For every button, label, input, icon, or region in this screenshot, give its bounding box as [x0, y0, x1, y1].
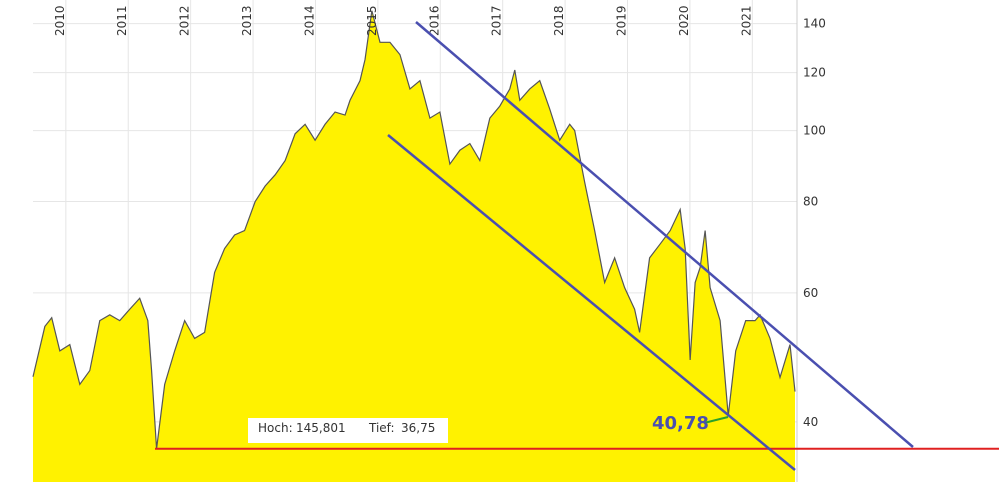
low-value: 36,75 [401, 421, 435, 435]
low-label: Tief: [368, 421, 395, 435]
x-tick-label: 2021 [739, 5, 753, 36]
x-tick-label: 2017 [490, 5, 504, 36]
annotation: 40,78 [652, 413, 709, 434]
y-tick-label: 40 [803, 415, 818, 429]
y-tick-label: 140 [803, 17, 826, 31]
y-tick-label: 120 [803, 66, 826, 80]
info-box [248, 418, 448, 443]
x-tick-label: 2014 [302, 5, 316, 36]
plot [32, 10, 796, 482]
y-tick-label: 60 [803, 286, 818, 300]
y-tick-label: 100 [803, 124, 826, 138]
channel-lower [387, 134, 796, 471]
annotation-pointer [703, 416, 729, 424]
x-tick-label: 2020 [677, 5, 691, 36]
x-tick-label: 2019 [615, 5, 629, 36]
high-value: 145,801 [296, 421, 346, 435]
price-line [32, 10, 796, 449]
x-tick-label: 2018 [552, 5, 566, 36]
x-tick-label: 2011 [115, 5, 129, 36]
channel-upper [415, 21, 914, 448]
x-tick-label: 2012 [178, 5, 192, 36]
x-tick-label: 2010 [53, 5, 67, 36]
x-tick-label: 2015 [365, 5, 379, 36]
x-tick-label: 2016 [427, 5, 441, 36]
high-label: Hoch: [258, 421, 293, 435]
area [33, 10, 795, 482]
y-tick-label: 80 [803, 194, 818, 208]
x-tick-label: 2013 [240, 5, 254, 36]
